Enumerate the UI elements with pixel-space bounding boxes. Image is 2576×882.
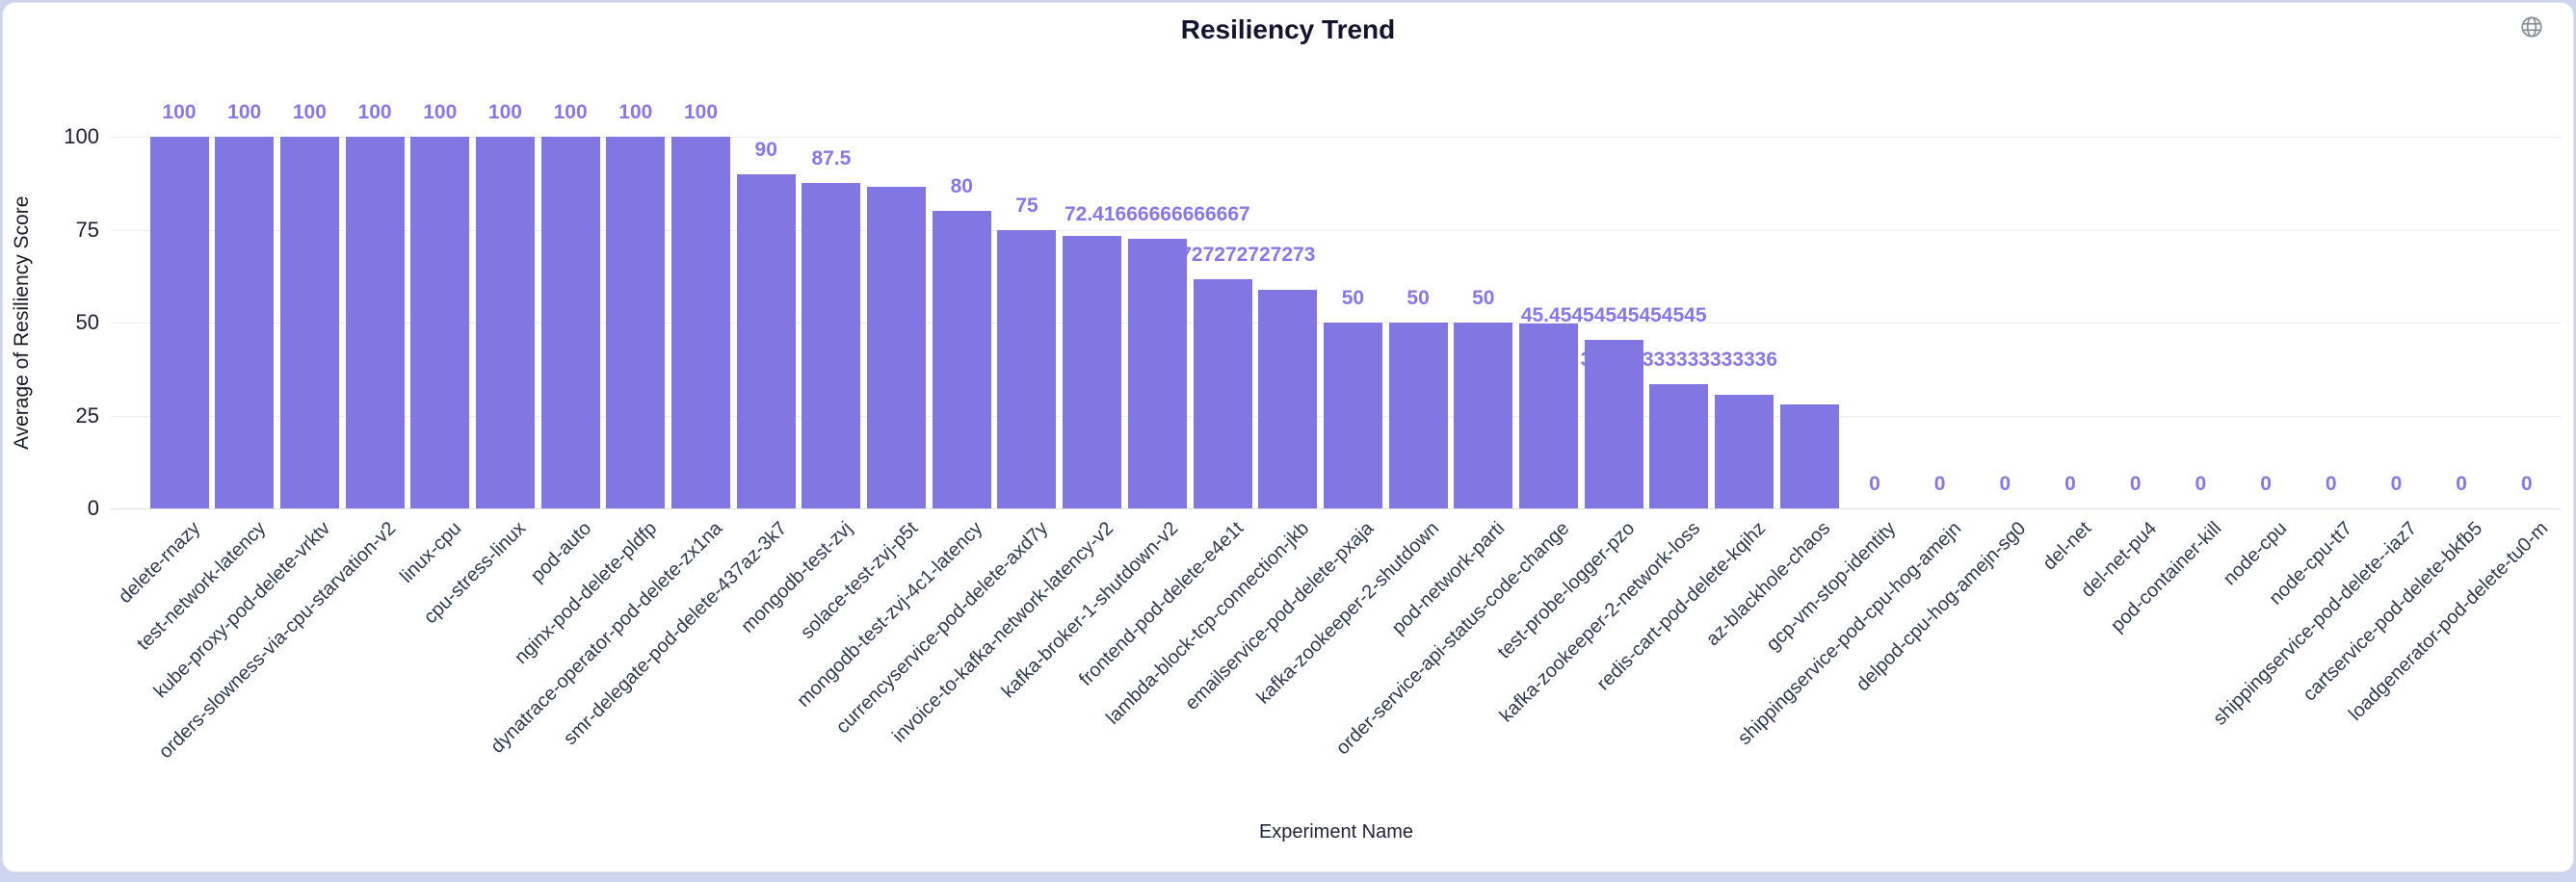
x-axis-label: pod-network-parti <box>1387 517 1510 639</box>
bar-order-service-api-status-code-change[interactable] <box>1518 324 1578 508</box>
gridline <box>111 137 2562 138</box>
x-axis-label: del-net <box>2038 517 2096 575</box>
bar-value-label: 0 <box>2129 473 2142 495</box>
bar-value-label: 0 <box>2325 473 2337 495</box>
bar-pod-network-parti[interactable] <box>1454 323 1513 508</box>
bar-value-label: 0 <box>1999 473 2011 495</box>
bar-value-label: 45.45454545454545 <box>1520 303 1707 326</box>
bar-value-label: 80 <box>950 175 973 198</box>
bar-value-label: 0 <box>2195 473 2207 495</box>
bar-pod-auto[interactable] <box>540 137 600 508</box>
bar-mongodb-test-zvj-4c1-latency[interactable] <box>932 211 991 508</box>
bar-value-label: 75 <box>1015 194 1038 217</box>
bar-value-label: 100 <box>357 101 392 123</box>
x-axis-title: Experiment Name <box>1258 821 1414 843</box>
bar-nginx-pod-delete-pldfp[interactable] <box>606 137 666 508</box>
bar-az-blackhole-chaos[interactable] <box>1779 403 1839 508</box>
bar-value-label: 50 <box>1406 287 1430 309</box>
x-axis-label: dynatrace-operator-pod-delete-zx1na <box>486 517 726 758</box>
y-axis-tick-label: 0 <box>87 496 99 520</box>
bar-kafka-zookeeper-2-shutdown[interactable] <box>1388 323 1448 508</box>
x-axis-label: orders-slowness-via-cpu-starvation-v2 <box>154 517 401 764</box>
gridline <box>111 508 2562 509</box>
bar-mongodb-test-zvj[interactable] <box>802 183 861 508</box>
bar-currencyservice-pod-delete-axd7y[interactable] <box>997 229 1057 508</box>
bar-value-label: 0 <box>2456 473 2467 495</box>
bar-value-label: 100 <box>683 101 719 123</box>
bar-value-label: 100 <box>553 101 588 123</box>
bar-value-label: 100 <box>227 101 262 123</box>
bar-redis-cart-pod-delete-kqihz[interactable] <box>1715 394 1774 508</box>
bar-lambda-block-tcp-connection-jkb[interactable] <box>1258 290 1318 508</box>
bar-value-label: 100 <box>618 101 653 123</box>
bar-value-label: 50 <box>1472 287 1495 309</box>
bar-kube-proxy-pod-delete-vrktv[interactable] <box>279 137 339 508</box>
bar-test-network-latency[interactable] <box>215 137 275 508</box>
bar-value-label: 0 <box>2064 473 2076 495</box>
bar-frontend-pod-delete-e4e1t[interactable] <box>1193 278 1252 508</box>
x-axis-label: mongodb-test-zvj <box>737 517 857 637</box>
gridline <box>111 230 2562 231</box>
bar-cpu-stress-linux[interactable] <box>475 137 535 508</box>
bar-value-label: 0 <box>1869 473 1880 495</box>
y-axis-tick-label: 25 <box>75 403 99 428</box>
bar-invoice-to-kafka-network-latency-v2[interactable] <box>1063 236 1122 508</box>
y-axis-tick-label: 50 <box>75 310 99 334</box>
bar-delete-rnazy[interactable] <box>149 137 209 508</box>
bar-value-label: 100 <box>292 101 327 123</box>
bar-emailservice-pod-delete-pxaja[interactable] <box>1323 323 1382 508</box>
globe-icon[interactable] <box>2519 14 2544 39</box>
x-axis-label: solace-test-zvj-p5t <box>796 517 922 644</box>
bar-value-label: 0 <box>2520 473 2533 495</box>
bar-linux-cpu[interactable] <box>410 137 470 508</box>
bar-value-label: 0 <box>2390 473 2403 495</box>
bar-value-label: 50 <box>1341 287 1365 309</box>
x-axis-label: order-service-api-status-code-change <box>1332 517 1574 760</box>
bar-orders-slowness-via-cpu-starvation-v2[interactable] <box>345 137 405 508</box>
bar-kafka-zookeeper-2-network-loss[interactable] <box>1649 384 1709 508</box>
bar-smr-delegate-pod-delete-437az-3k7[interactable] <box>736 173 796 508</box>
bar-value-label: 100 <box>162 101 197 123</box>
bar-value-label: 0 <box>2260 473 2272 495</box>
bar-value-label: 87.5 <box>811 147 852 170</box>
bar-value-label: 100 <box>487 101 522 123</box>
x-axis-label: az-blackhole-chaos <box>1702 517 1835 651</box>
bar-value-label: 90 <box>754 138 777 161</box>
chart-title: Resiliency Trend <box>1180 14 1396 44</box>
bar-value-label: 0 <box>1933 473 1946 495</box>
y-axis-tick-label: 100 <box>64 124 99 148</box>
bar-kafka-broker-1-shutdown-v2[interactable] <box>1127 239 1187 508</box>
bar-value-label: 100 <box>423 101 458 123</box>
bar-solace-test-zvj-p5t[interactable] <box>867 187 927 508</box>
x-axis-label: pod-container-kill <box>2107 517 2226 636</box>
bar-dynatrace-operator-pod-delete-zx1na[interactable] <box>671 137 731 508</box>
bar-test-probe-logger-pzo[interactable] <box>1584 339 1643 508</box>
bar-value-label: 72.41666666666667 <box>1064 203 1250 226</box>
y-axis-tick-label: 75 <box>75 218 99 242</box>
